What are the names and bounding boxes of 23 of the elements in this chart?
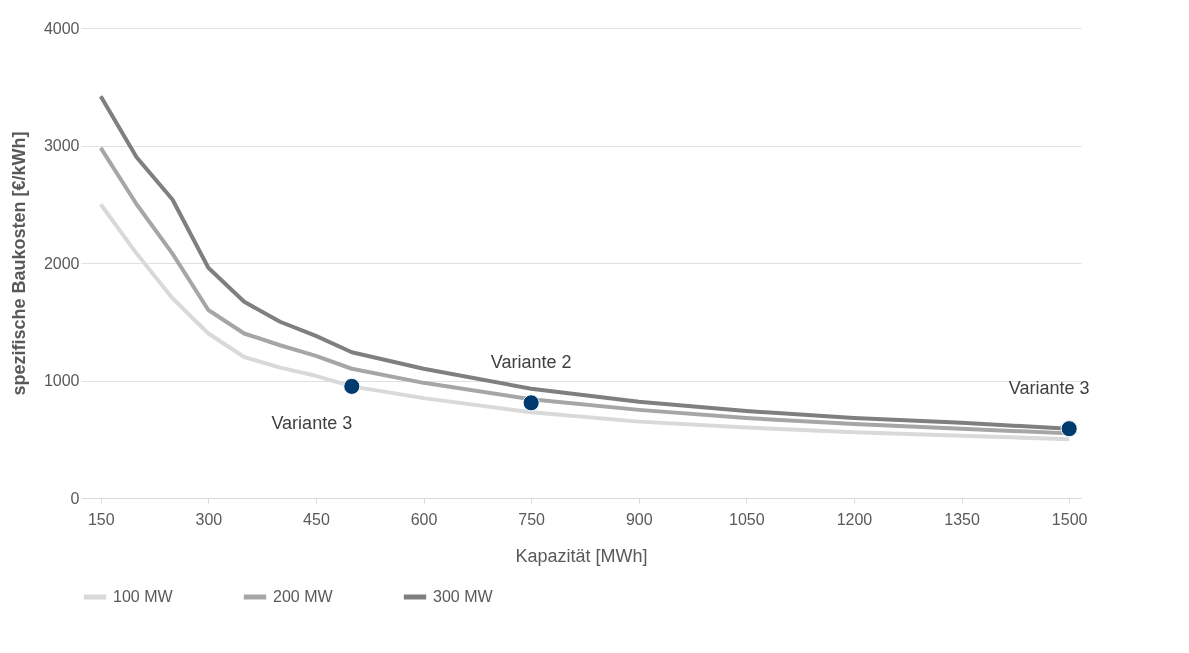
y-tick-label: 4000: [43, 19, 80, 37]
x-tick-label: 600: [410, 510, 438, 528]
annotation: Variante 2: [490, 351, 572, 372]
annotation: Variante 3: [271, 413, 353, 434]
annotation: Variante 3: [1008, 377, 1090, 398]
x-tick-label: 150: [87, 510, 115, 528]
legend-label: 300 MW: [433, 588, 494, 605]
y-tick-label: 0: [70, 489, 80, 507]
x-tick-label: 900: [625, 510, 653, 528]
y-tick-label: 3000: [43, 137, 80, 154]
y-tick-label: 1000: [43, 372, 80, 389]
y-tick-label: 2000: [43, 254, 80, 272]
x-axis-title: Kapazität [MWh]: [515, 545, 648, 566]
x-tick-label: 1050: [729, 510, 765, 528]
x-tick-label: 1200: [836, 510, 873, 528]
x-tick-label: 300: [195, 510, 223, 528]
y-axis-title: spezifische Baukosten [€/kWh]: [8, 131, 29, 396]
x-tick-label: 1500: [1051, 510, 1088, 528]
x-tick-label: 450: [303, 510, 330, 528]
x-tick-label: 750: [518, 510, 546, 528]
legend-label: 100 MW: [113, 588, 174, 605]
x-tick-label: 1350: [944, 510, 980, 528]
legend-label: 200 MW: [273, 588, 334, 605]
